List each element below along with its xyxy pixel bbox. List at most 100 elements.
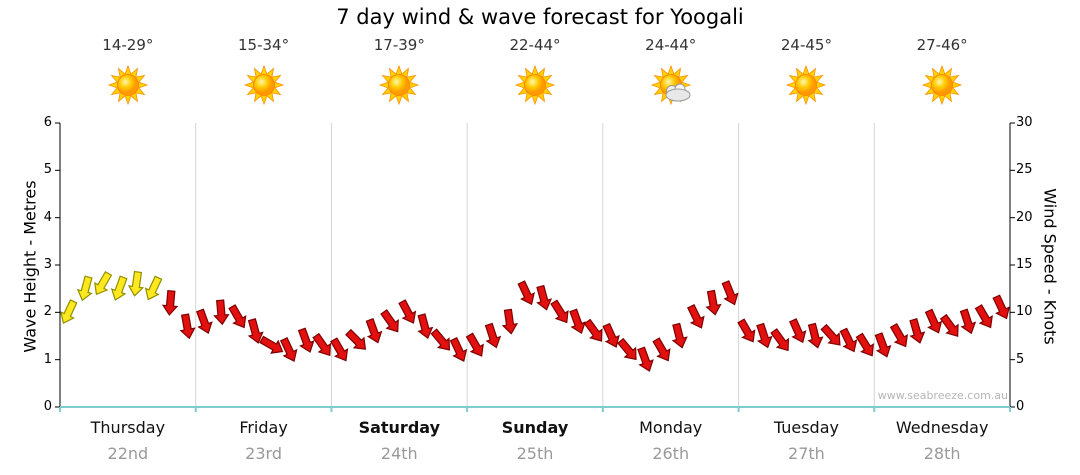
wind-arrow-red xyxy=(365,318,383,344)
wind-arrow-red xyxy=(671,322,688,349)
sun-icon xyxy=(60,62,196,112)
temperature-range: 15-34° xyxy=(238,36,290,54)
sun-icon xyxy=(738,62,874,112)
wind-arrow-red xyxy=(430,328,451,351)
wind-arrow-red xyxy=(959,308,977,335)
wind-arrow-yellow xyxy=(110,275,128,301)
day-name-label: Friday xyxy=(239,418,288,437)
temperature-range: 24-44° xyxy=(645,36,697,54)
wind-arrow-red xyxy=(820,323,841,346)
wind-arrow-red xyxy=(807,322,824,349)
wind-speed-tick: 5 xyxy=(1016,351,1025,367)
wave-height-tick: 4 xyxy=(43,209,52,225)
wind-arrow-red xyxy=(924,308,943,334)
temperature-range: 22-44° xyxy=(509,36,561,54)
wind-arrow-red xyxy=(417,313,434,340)
wind-arrow-red xyxy=(161,289,179,316)
wind-arrow-red xyxy=(686,303,705,329)
sun-icon xyxy=(331,62,467,112)
day-name-label: Thursday xyxy=(90,418,166,437)
day-date-label: 22nd xyxy=(107,444,149,463)
day-name-label: Sunday xyxy=(501,418,569,437)
wind-arrow-red xyxy=(992,294,1010,320)
day-date-label: 27th xyxy=(788,444,825,463)
wind-arrow-red xyxy=(617,337,637,361)
day-date-label: 25th xyxy=(516,444,554,463)
wind-arrow-red xyxy=(449,337,468,362)
wind-arrow-red xyxy=(312,332,332,357)
wind-arrow-yellow xyxy=(76,275,93,302)
wind-arrow-red xyxy=(213,299,230,326)
wind-arrow-red xyxy=(705,289,722,316)
day-name-label: Saturday xyxy=(358,418,440,437)
wind-arrow-red xyxy=(550,299,569,324)
wind-arrow-red xyxy=(259,335,284,354)
day-date-label: 23rd xyxy=(245,444,282,463)
wind-arrow-red xyxy=(939,313,959,337)
wind-arrow-red xyxy=(839,327,858,353)
wind-arrow-red xyxy=(330,337,349,362)
wave-height-tick: 6 xyxy=(43,115,52,130)
wind-arrow-red xyxy=(789,318,807,344)
day-name-label: Monday xyxy=(639,418,703,437)
wind-arrow-red xyxy=(179,313,196,340)
day-name-label: Wednesday xyxy=(895,418,989,437)
wind-arrow-red xyxy=(721,280,739,306)
wind-speed-tick: 0 xyxy=(1016,399,1025,414)
wind-arrow-red xyxy=(855,332,875,357)
wave-height-tick: 0 xyxy=(43,399,52,414)
day-date-label: 24th xyxy=(380,444,418,463)
wind-arrow-red xyxy=(247,318,264,344)
day-date-label: 28th xyxy=(923,444,961,463)
wind-arrow-yellow xyxy=(60,299,78,325)
wind-arrow-red xyxy=(196,308,213,334)
wave-height-tick: 3 xyxy=(43,257,52,272)
wind-arrow-red xyxy=(279,337,298,362)
wind-arrow-red xyxy=(637,346,654,372)
sun-icon xyxy=(467,62,603,112)
wind-arrow-red xyxy=(228,304,247,329)
wind-arrow-red xyxy=(398,299,417,324)
sun-icon xyxy=(196,62,332,112)
wave-height-tick: 5 xyxy=(43,162,52,178)
wind-arrow-yellow xyxy=(144,275,163,301)
wind-arrow-red xyxy=(652,337,671,362)
wind-arrow-red xyxy=(517,280,535,306)
wind-speed-tick: 10 xyxy=(1016,304,1033,320)
wind-arrow-red xyxy=(484,322,502,349)
day-date-label: 26th xyxy=(652,444,690,463)
wind-arrow-yellow xyxy=(127,270,145,297)
wind-arrow-red xyxy=(756,322,773,349)
wind-arrow-red xyxy=(345,328,367,350)
wind-arrow-red xyxy=(770,328,790,352)
wind-arrow-red xyxy=(602,322,620,348)
sun-cloud-icon xyxy=(603,62,739,112)
wind-speed-tick: 30 xyxy=(1016,115,1033,130)
wind-arrow-red xyxy=(536,284,553,311)
wind-speed-tick: 20 xyxy=(1016,209,1033,225)
wind-arrow-red xyxy=(583,318,603,342)
wind-arrow-red xyxy=(297,327,315,353)
temperature-range: 24-45° xyxy=(780,36,832,54)
wave-height-tick: 2 xyxy=(43,304,52,320)
sun-icon xyxy=(874,62,1010,112)
wind-arrow-red xyxy=(974,304,993,329)
watermark: www.seabreeze.com.au xyxy=(877,389,1008,402)
wind-arrow-red xyxy=(465,332,484,357)
wind-arrow-red xyxy=(737,318,756,343)
wind-arrow-red xyxy=(889,323,909,348)
page-title: 7 day wind & wave forecast for Yoogali xyxy=(336,5,744,29)
wind-speed-tick: 15 xyxy=(1016,257,1033,272)
temperature-range: 14-29° xyxy=(102,36,154,54)
day-name-label: Tuesday xyxy=(773,418,839,437)
temperature-range: 17-39° xyxy=(373,36,425,54)
wind-arrow-red xyxy=(909,318,926,344)
wave-height-tick: 1 xyxy=(43,351,52,367)
wind-speed-tick: 25 xyxy=(1016,162,1033,178)
temperature-range: 27-46° xyxy=(916,36,968,54)
wind-arrow-red xyxy=(569,308,586,334)
wind-arrow-red xyxy=(501,308,519,335)
wind-arrow-red xyxy=(874,332,892,358)
